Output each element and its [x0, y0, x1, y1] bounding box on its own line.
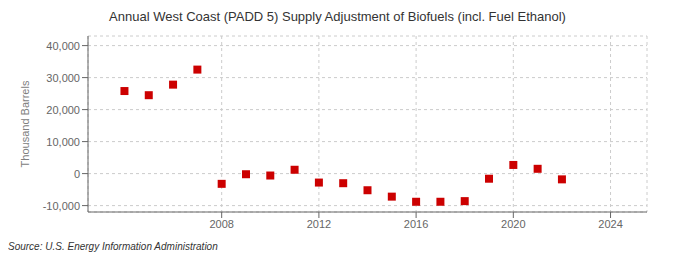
svg-text:-10,000: -10,000 — [43, 200, 80, 212]
svg-text:2020: 2020 — [501, 218, 525, 230]
svg-text:0: 0 — [74, 168, 80, 180]
svg-text:2024: 2024 — [598, 218, 622, 230]
svg-text:2012: 2012 — [307, 218, 331, 230]
svg-text:2016: 2016 — [404, 218, 428, 230]
svg-text:40,000: 40,000 — [46, 40, 80, 52]
svg-text:30,000: 30,000 — [46, 72, 80, 84]
svg-text:2008: 2008 — [209, 218, 233, 230]
svg-text:20,000: 20,000 — [46, 104, 80, 116]
html-text:Source: U.S. Energy Informatio: Source: U.S. Energy Information Administ… — [8, 241, 218, 252]
html-text:Annual West Coast (PADD 5) Sup: Annual West Coast (PADD 5) Supply Adjust… — [109, 9, 566, 24]
svg-text:10,000: 10,000 — [46, 136, 80, 148]
svg-text:Thousand Barrels: Thousand Barrels — [19, 80, 31, 167]
